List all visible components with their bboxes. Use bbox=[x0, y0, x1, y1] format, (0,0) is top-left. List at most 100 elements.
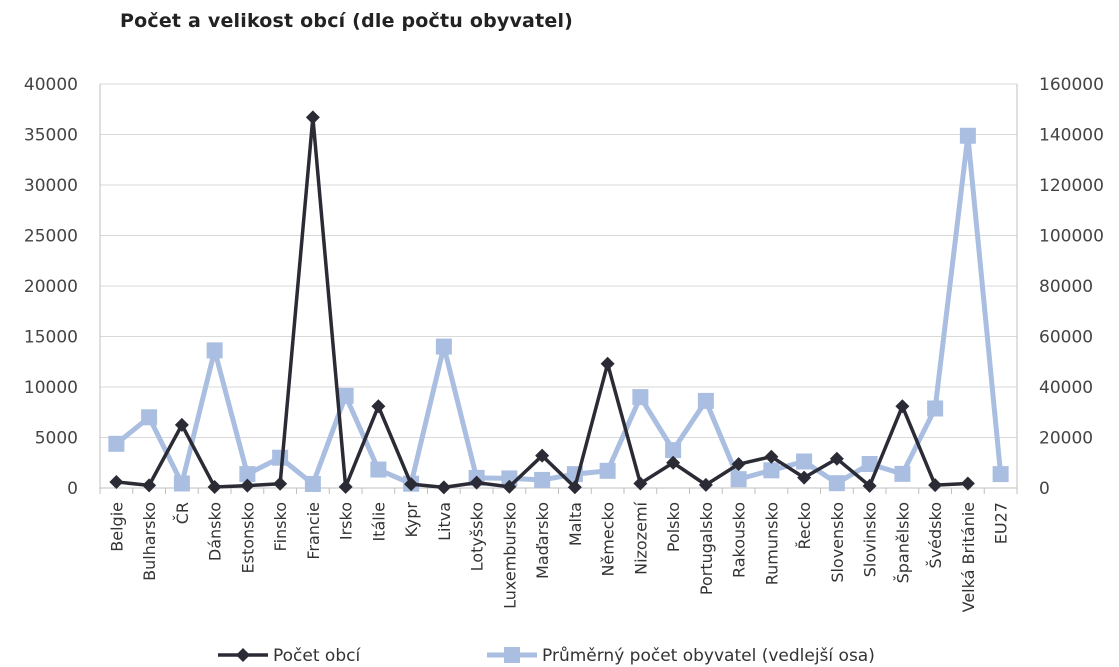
data-point-diamond bbox=[895, 399, 910, 414]
data-point-diamond bbox=[436, 480, 451, 495]
legend-marker-square bbox=[504, 647, 520, 663]
right-tick-label: 120000 bbox=[1039, 176, 1104, 196]
category-label: Maďarsko bbox=[533, 502, 552, 579]
data-point-diamond bbox=[207, 479, 222, 494]
data-point-diamond bbox=[797, 470, 812, 485]
data-point-diamond bbox=[633, 476, 648, 491]
data-point-square bbox=[272, 449, 289, 466]
data-point-square bbox=[141, 409, 158, 426]
category-label: Bulharsko bbox=[140, 502, 159, 581]
category-label: Řecko bbox=[795, 502, 814, 550]
right-tick-label: 80000 bbox=[1039, 277, 1093, 297]
data-point-diamond bbox=[698, 477, 713, 492]
category-label: Lotyšsko bbox=[468, 502, 487, 571]
data-point-square bbox=[370, 461, 387, 478]
data-point-diamond bbox=[567, 480, 582, 495]
data-point-square bbox=[239, 466, 256, 483]
data-point-diamond bbox=[371, 399, 386, 414]
right-tick-label: 60000 bbox=[1039, 328, 1093, 348]
category-label: Slovinsko bbox=[861, 502, 880, 577]
left-tick-label: 25000 bbox=[24, 227, 78, 247]
category-label: Francie bbox=[304, 502, 323, 560]
data-point-diamond bbox=[469, 475, 484, 490]
category-label: Německo bbox=[599, 502, 618, 577]
data-point-diamond bbox=[829, 451, 844, 466]
left-tick-label: 35000 bbox=[24, 126, 78, 146]
data-point-square bbox=[173, 475, 190, 492]
data-point-diamond bbox=[240, 478, 255, 493]
left-tick-label: 5000 bbox=[35, 429, 78, 449]
legend-marker-diamond bbox=[236, 648, 250, 662]
data-point-diamond bbox=[142, 478, 157, 493]
series-primary bbox=[109, 110, 975, 495]
data-point-square bbox=[763, 462, 780, 479]
data-point-square bbox=[108, 435, 125, 452]
data-point-square bbox=[894, 465, 911, 482]
data-point-diamond bbox=[960, 476, 975, 491]
left-axis-ticks: 0 5000 10000 15000 20000 25000 30000 35000 40000 bbox=[24, 75, 78, 499]
category-label: Rumunsko bbox=[762, 502, 781, 585]
left-tick-label: 10000 bbox=[24, 378, 78, 398]
data-point-square bbox=[337, 387, 354, 404]
category-label: Kypr bbox=[402, 502, 421, 538]
data-point-square bbox=[534, 471, 551, 488]
category-label: Itálie bbox=[369, 502, 388, 542]
category-label: Portugalsko bbox=[697, 502, 716, 595]
left-tick-label: 0 bbox=[67, 479, 78, 499]
data-point-diamond bbox=[338, 479, 353, 494]
category-label: Luxembursko bbox=[500, 502, 519, 609]
right-tick-label: 140000 bbox=[1039, 126, 1104, 146]
right-tick-label: 160000 bbox=[1039, 75, 1104, 95]
data-point-square bbox=[599, 462, 616, 479]
category-label: Španělsko bbox=[893, 502, 912, 583]
data-point-diamond bbox=[928, 478, 943, 493]
right-axis-ticks: 0 20000 40000 60000 80000 100000 120000 140000 1… bbox=[1039, 75, 1104, 499]
data-point-diamond bbox=[731, 457, 746, 472]
series-line-0 bbox=[116, 115, 968, 490]
data-point-diamond bbox=[862, 478, 877, 493]
data-point-square bbox=[730, 471, 747, 488]
category-label: Finsko bbox=[271, 502, 290, 551]
data-point-square bbox=[828, 475, 845, 492]
category-label: Švédsko bbox=[926, 502, 945, 568]
category-label: ČR bbox=[173, 502, 192, 524]
category-label: Slovensko bbox=[828, 502, 847, 583]
data-point-diamond bbox=[600, 356, 615, 371]
data-point-diamond bbox=[109, 474, 124, 489]
right-tick-label: 0 bbox=[1039, 479, 1050, 499]
category-label: Estonsko bbox=[238, 502, 257, 573]
category-label: Nizozemí bbox=[631, 501, 650, 574]
data-point-square bbox=[861, 456, 878, 473]
category-label: Rakousko bbox=[730, 502, 749, 578]
data-point-diamond bbox=[404, 477, 419, 492]
data-point-diamond bbox=[764, 449, 779, 464]
right-tick-label: 20000 bbox=[1039, 429, 1093, 449]
data-point-square bbox=[632, 389, 649, 406]
data-point-diamond bbox=[174, 417, 189, 432]
data-point-diamond bbox=[273, 476, 288, 491]
data-point-square bbox=[992, 466, 1009, 483]
data-point-square bbox=[206, 342, 223, 359]
left-tick-label: 30000 bbox=[24, 176, 78, 196]
data-point-square bbox=[927, 400, 944, 417]
category-label: Dánsko bbox=[206, 502, 225, 561]
right-tick-label: 40000 bbox=[1039, 378, 1093, 398]
chart-title: Počet a velikost obcí (dle počtu obyvate… bbox=[120, 10, 574, 32]
category-label: Litva bbox=[435, 502, 454, 541]
data-point-square bbox=[665, 442, 682, 459]
data-point-square bbox=[959, 127, 976, 144]
left-tick-label: 15000 bbox=[24, 328, 78, 348]
left-tick-label: 40000 bbox=[24, 75, 78, 95]
data-point-square bbox=[435, 338, 452, 355]
data-point-diamond bbox=[535, 448, 550, 463]
data-point-diamond bbox=[502, 479, 517, 494]
category-label: EU27 bbox=[992, 502, 1011, 544]
legend: Počet obcí Průměrný počet obyvatel (vedle… bbox=[218, 646, 875, 666]
axes bbox=[99, 84, 1018, 494]
category-label: Malta bbox=[566, 502, 585, 546]
legend-label-0: Počet obcí bbox=[273, 646, 361, 666]
category-label: Belgie bbox=[107, 502, 126, 552]
category-label: Polsko bbox=[664, 502, 683, 552]
data-point-square bbox=[697, 392, 714, 409]
